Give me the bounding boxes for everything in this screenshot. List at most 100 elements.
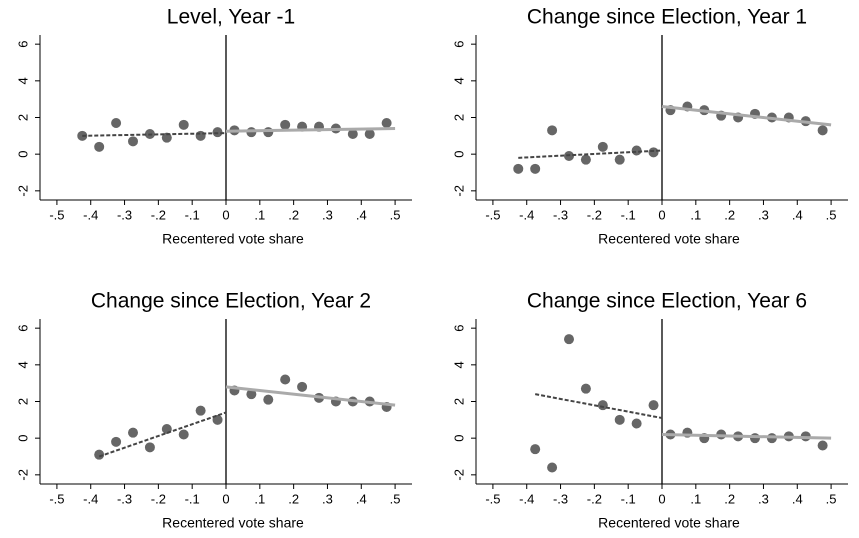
x-tick-label: .4 — [792, 207, 803, 222]
point — [128, 427, 138, 438]
x-tick-label: .2 — [288, 491, 299, 506]
x-axis-title: Recentered vote share — [162, 515, 304, 531]
x-tick-label: .4 — [356, 207, 367, 222]
point — [580, 154, 591, 165]
x-tick-label: -.3 — [553, 491, 568, 506]
point — [297, 381, 308, 392]
point — [94, 141, 105, 152]
x-tick-label: -.5 — [49, 491, 64, 506]
y-tick-label: 4 — [451, 77, 466, 84]
x-tick-label: .5 — [390, 491, 401, 506]
x-tick-label: .3 — [758, 207, 769, 222]
x-tick-label: .4 — [792, 491, 803, 506]
x-tick-label: -.4 — [83, 207, 98, 222]
point — [817, 125, 828, 136]
y-tick-label: -2 — [451, 469, 466, 481]
x-axis-title: Recentered vote share — [598, 515, 740, 531]
x-axis-title: Recentered vote share — [162, 231, 304, 247]
x-tick-label: .3 — [322, 491, 333, 506]
x-tick-label: 0 — [658, 491, 665, 506]
point — [648, 147, 659, 158]
y-tick-label: 2 — [451, 398, 466, 405]
x-tick-label: .2 — [288, 207, 299, 222]
point — [111, 118, 122, 128]
x-tick-label: -.2 — [151, 207, 166, 222]
y-tick-label: 2 — [15, 398, 30, 405]
y-tick-label: 6 — [15, 41, 30, 48]
point — [750, 433, 760, 444]
x-tick-label: -.1 — [621, 207, 636, 222]
point — [530, 163, 541, 174]
point — [263, 394, 274, 405]
point — [614, 154, 625, 165]
y-tick-label: 6 — [451, 41, 466, 48]
point — [128, 136, 138, 147]
fit-line — [225, 127, 396, 133]
point — [144, 442, 155, 453]
x-tick-label: -.4 — [83, 491, 98, 506]
y-tick-label: -2 — [451, 185, 466, 197]
x-tick-label: -.3 — [553, 207, 568, 222]
x-tick-label: 0 — [658, 207, 665, 222]
point — [246, 389, 257, 400]
point — [280, 374, 291, 385]
x-tick-label: .3 — [758, 491, 769, 506]
y-tick-label: -2 — [15, 185, 30, 197]
x-tick-label: .2 — [724, 491, 735, 506]
y-tick-label: 6 — [451, 325, 466, 332]
fit-line — [98, 411, 227, 458]
fit-line — [661, 433, 832, 440]
x-tick-label: .4 — [356, 491, 367, 506]
point — [195, 405, 206, 416]
x-axis-title: Recentered vote share — [598, 231, 740, 247]
x-tick-label: -.4 — [519, 491, 534, 506]
chart-title: Change since Election, Year 2 — [91, 290, 371, 313]
point — [178, 119, 189, 130]
fit-line — [661, 105, 832, 127]
y-tick-label: 4 — [15, 77, 30, 84]
point — [817, 440, 828, 451]
point — [513, 163, 524, 174]
x-tick-label: -.5 — [49, 207, 64, 222]
point — [631, 145, 642, 156]
point — [547, 125, 558, 136]
point — [381, 118, 392, 128]
fit-line — [518, 149, 663, 159]
y-tick-label: 0 — [15, 151, 30, 158]
x-tick-label: -.2 — [587, 491, 602, 506]
chart-title: Change since Election, Year 1 — [527, 6, 807, 29]
x-tick-label: .3 — [322, 207, 333, 222]
point — [547, 462, 558, 473]
point — [280, 119, 291, 130]
x-tick-label: -.1 — [621, 491, 636, 506]
y-tick-label: -2 — [15, 469, 30, 481]
point — [178, 429, 189, 440]
point — [364, 129, 375, 139]
chart-title: Level, Year -1 — [167, 6, 295, 29]
x-tick-label: -.5 — [485, 207, 500, 222]
y-tick-label: 4 — [451, 361, 466, 368]
x-tick-label: .1 — [254, 207, 265, 222]
x-tick-label: -.3 — [117, 207, 132, 222]
point — [263, 127, 274, 138]
fit-line — [534, 393, 663, 419]
point — [530, 444, 541, 455]
y-tick-label: 4 — [15, 361, 30, 368]
chart-title: Change since Election, Year 6 — [527, 290, 807, 313]
fit-line — [225, 385, 396, 407]
x-tick-label: 0 — [222, 207, 229, 222]
x-tick-label: .5 — [390, 207, 401, 222]
point — [564, 334, 574, 345]
y-tick-label: 6 — [15, 325, 30, 332]
point — [597, 400, 608, 411]
y-tick-label: 0 — [451, 151, 466, 158]
x-tick-label: .5 — [826, 491, 837, 506]
point — [580, 383, 591, 394]
point — [347, 129, 358, 139]
y-tick-label: 2 — [451, 114, 466, 121]
point — [648, 400, 659, 411]
point — [212, 127, 223, 138]
x-tick-label: .1 — [690, 491, 701, 506]
x-tick-label: -.3 — [117, 491, 132, 506]
y-tick-label: 0 — [15, 435, 30, 442]
